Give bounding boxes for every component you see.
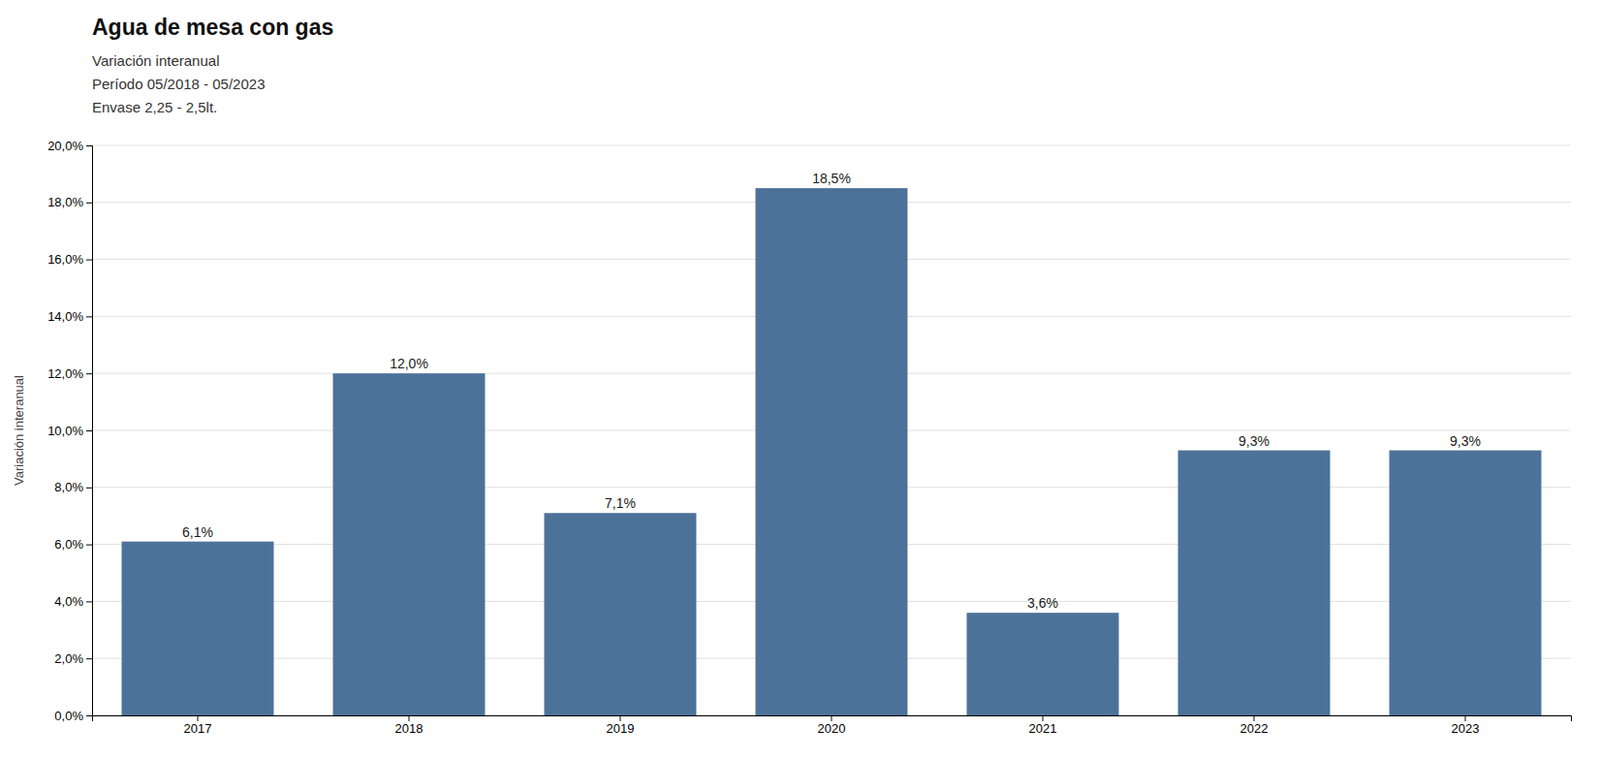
y-tick: 2,0% — [54, 651, 93, 666]
y-tick-label: 4,0% — [54, 594, 84, 609]
bar — [755, 188, 909, 716]
y-tick-mark — [86, 145, 93, 147]
y-tick-mark — [86, 544, 93, 546]
x-tick-mark — [831, 715, 833, 722]
title: Agua de mesa con gas — [92, 14, 334, 40]
y-tick-label: 12,0% — [47, 366, 84, 381]
x-tick-label: 2023 — [1451, 721, 1480, 736]
subtitle: Período 05/2018 - 05/2023 — [92, 75, 265, 93]
x-tick-label: 2019 — [606, 721, 635, 736]
y-tick-mark — [86, 715, 93, 717]
y-axis-line — [86, 146, 94, 717]
bar — [1389, 450, 1542, 716]
y-tick-mark — [86, 487, 93, 489]
data-label: 18,5% — [812, 170, 851, 187]
x-tick: 2018 — [395, 715, 424, 736]
x-tick: 2019 — [606, 715, 635, 736]
bar — [544, 512, 697, 716]
y-tick-label: 8,0% — [54, 479, 84, 495]
chart: Agua de mesa con gas Variación interanual… — [0, 0, 1600, 759]
x-tick: 2017 — [184, 715, 213, 736]
y-tick-label: 10,0% — [47, 423, 84, 439]
subtitle: Envase 2,25 - 2,5lt. — [92, 98, 218, 116]
grid — [92, 145, 1571, 716]
y-axis-title: Variación interanual — [11, 375, 27, 486]
y-tick-label: 14,0% — [47, 309, 84, 324]
y-tick-label: 6,0% — [54, 536, 84, 552]
x-axis: 2017 2018 2019 2020 2021 2022 2023 — [93, 715, 1572, 736]
y-tick-mark — [86, 259, 93, 261]
plot: 6,1% 12,0% 7,1% 18,5% 3,6% 9,3% 9,3% 0,0% 2,0% 4,… — [47, 138, 1571, 737]
y-tick-mark — [86, 658, 93, 659]
y-tick-mark — [86, 202, 93, 204]
data-label: 3,6% — [1027, 595, 1059, 611]
y-tick-label: 0,0% — [54, 708, 84, 723]
x-tick: 2023 — [1451, 715, 1480, 736]
grid-line — [92, 145, 1571, 147]
y-tick-label: 2,0% — [54, 651, 84, 666]
data-label: 6,1% — [182, 524, 214, 540]
x-tick: 2020 — [817, 715, 847, 736]
y-tick: 18,0% — [47, 194, 93, 210]
x-tick-mark — [197, 715, 199, 722]
x-tick-label: 2017 — [184, 721, 213, 736]
x-tick-label: 2020 — [817, 721, 847, 736]
x-tick-mark — [408, 715, 410, 722]
data-label: 12,0% — [389, 355, 429, 372]
x-tick-label: 2021 — [1029, 721, 1058, 736]
x-tick-label: 2022 — [1240, 721, 1269, 736]
bar — [1178, 450, 1331, 716]
y-tick-label: 18,0% — [47, 194, 84, 210]
y-tick: 6,0% — [54, 536, 93, 552]
y-tick-label: 20,0% — [47, 138, 84, 154]
data-labels: 6,1% 12,0% 7,1% 18,5% 3,6% 9,3% 9,3% — [182, 170, 1481, 611]
y-tick: 4,0% — [54, 594, 93, 609]
data-label: 7,1% — [604, 495, 636, 511]
y-axis: 0,0% 2,0% 4,0% 6,0% 8,0% 10,0% 12,0% 14,0% 16,0%… — [47, 138, 93, 723]
y-tick: 16,0% — [47, 251, 93, 267]
subtitle: Variación interanual — [92, 52, 220, 69]
x-tick-mark — [1254, 715, 1255, 722]
x-tick-mark — [1465, 715, 1467, 722]
y-tick-mark — [86, 315, 93, 317]
y-tick: 12,0% — [47, 366, 93, 381]
y-tick-mark — [86, 600, 93, 602]
y-tick: 14,0% — [47, 309, 93, 324]
x-tick: 2021 — [1029, 715, 1058, 736]
y-tick-label: 16,0% — [47, 251, 84, 267]
bars — [122, 188, 1542, 716]
data-label: 9,3% — [1238, 433, 1270, 449]
x-tick-label: 2018 — [395, 721, 424, 736]
bar — [967, 612, 1120, 716]
y-tick: 0,0% — [54, 708, 93, 723]
y-tick-mark — [86, 430, 93, 432]
x-axis-line — [93, 716, 1572, 722]
bar — [122, 541, 275, 716]
data-label: 9,3% — [1449, 433, 1481, 449]
x-tick-mark — [620, 715, 622, 722]
y-tick: 8,0% — [54, 479, 93, 495]
y-tick: 20,0% — [47, 138, 93, 154]
bar — [333, 373, 486, 716]
y-tick: 10,0% — [47, 423, 93, 439]
x-tick-mark — [1042, 715, 1044, 722]
x-tick: 2022 — [1240, 715, 1269, 736]
y-tick-mark — [86, 373, 93, 375]
